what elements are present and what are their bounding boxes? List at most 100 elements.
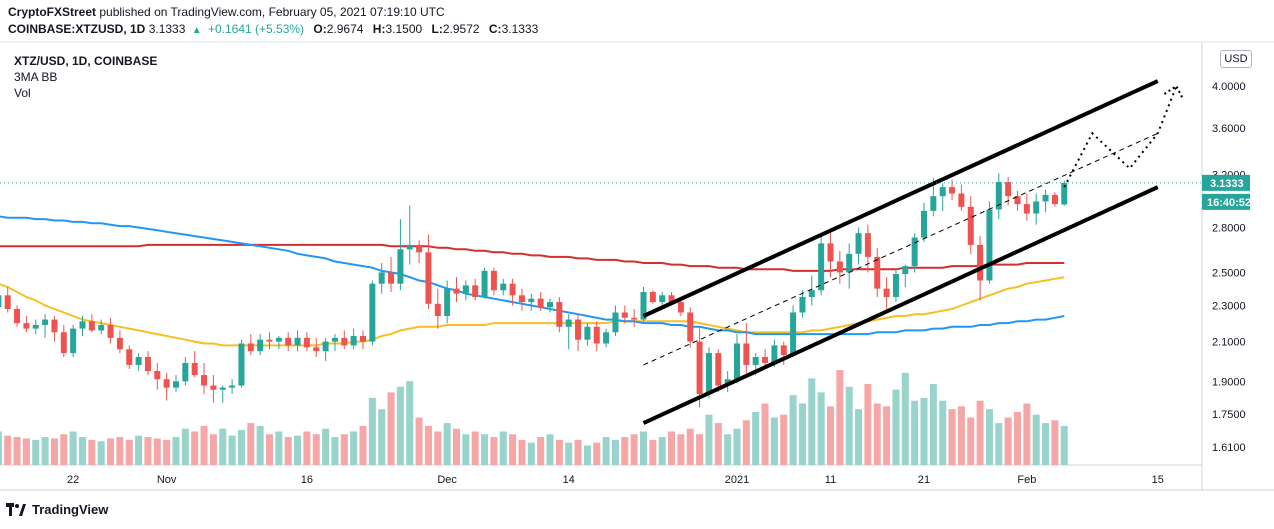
candle-body [32, 324, 39, 329]
volume-bar [957, 406, 965, 465]
candle-body [472, 285, 479, 297]
candle-body [790, 312, 797, 356]
candle-body [547, 302, 553, 308]
candle-body [649, 291, 656, 303]
candle-body [275, 337, 282, 342]
volume-bar [611, 439, 619, 465]
candle-body [313, 347, 320, 352]
y-tick-label: 2.3000 [1212, 301, 1246, 313]
candle-body [350, 335, 357, 346]
candle-body [631, 317, 638, 320]
candle-body [294, 337, 301, 346]
legend-volume[interactable]: Vol [14, 86, 31, 100]
y-tick-label: 1.9000 [1212, 376, 1246, 388]
candle-body [70, 328, 77, 354]
channel-lower-line [642, 185, 1159, 425]
tradingview-brand[interactable]: TradingView [6, 502, 108, 517]
candle-body [116, 337, 123, 350]
volume-bar [200, 425, 208, 465]
volume-bar [976, 400, 984, 465]
volume-bar [555, 439, 563, 465]
volume-bar [0, 431, 2, 465]
volume-bar [808, 378, 816, 465]
candle-body [958, 193, 965, 207]
candle-body [771, 345, 778, 363]
volume-bar [817, 392, 825, 465]
volume-bar [181, 428, 189, 465]
up-arrow-icon: ▲ [191, 25, 202, 36]
candle-body [388, 272, 395, 284]
candle-body [509, 283, 516, 296]
price-label-bg [1202, 174, 1250, 191]
x-tick-label: 11 [825, 474, 836, 486]
volume-bar [836, 370, 844, 465]
candle-body [51, 319, 58, 333]
volume-bar [60, 434, 68, 465]
volume-bar [714, 423, 722, 465]
candle-body [1061, 182, 1068, 205]
volume-bar [1023, 403, 1031, 465]
countdown-bg [1202, 193, 1250, 210]
volume-bar [770, 417, 778, 465]
candle-body [556, 302, 563, 327]
candle-body [780, 345, 787, 356]
volume-bar [537, 437, 545, 465]
candle-body [967, 206, 974, 245]
candle-body [0, 295, 2, 308]
candle-body [612, 312, 619, 333]
volume-bar [1042, 423, 1050, 465]
candle-body [855, 233, 862, 254]
y-tick-label: 1.7500 [1212, 409, 1246, 421]
candle-body [257, 339, 264, 352]
volume-bar [378, 409, 386, 465]
volume-bar [668, 431, 676, 465]
candle-body [818, 243, 825, 291]
volume-bar [481, 434, 489, 465]
volume-bar [396, 386, 404, 465]
volume-bar [284, 437, 292, 465]
candle-body [705, 353, 712, 395]
volume-bar [1060, 425, 1068, 465]
volume-bar [527, 442, 535, 465]
candle-body [986, 209, 993, 281]
volume-bar [1051, 420, 1059, 465]
author-name[interactable]: CryptoFXStreet [8, 5, 97, 19]
candle-body [874, 256, 881, 289]
candle-body [864, 233, 871, 257]
y-tick-label: 1.6100 [1212, 442, 1246, 454]
tradingview-logo-icon [6, 502, 26, 517]
candle-body [902, 266, 909, 275]
volume-bar [4, 435, 12, 465]
volume-bar [219, 428, 227, 465]
candle-body [247, 343, 254, 352]
currency-button[interactable]: USD [1220, 50, 1252, 68]
volume-bar [883, 406, 891, 465]
volume-bar [340, 434, 348, 465]
projection-path [1063, 85, 1178, 188]
y-tick-label: 2.8000 [1212, 222, 1246, 234]
candle-body [575, 319, 582, 340]
candle-body [154, 370, 161, 380]
x-tick-label: Nov [157, 474, 177, 486]
volume-bar [995, 423, 1003, 465]
low-value: 2.9572 [442, 22, 480, 36]
candle-body [453, 288, 460, 294]
candle-body [23, 323, 30, 329]
candle-body [79, 321, 86, 329]
ma-blue-line [0, 215, 1065, 336]
x-tick-label: 2021 [725, 474, 749, 486]
candle-body [846, 253, 853, 273]
candle-body [799, 296, 806, 313]
volume-bar [41, 437, 49, 465]
volume-bar [1004, 417, 1012, 465]
candle-body [537, 298, 544, 308]
volume-bar [256, 425, 264, 465]
candle-body [939, 187, 946, 197]
volume-bar [630, 434, 638, 465]
legend-indicator[interactable]: 3MA BB [14, 70, 58, 84]
volume-bar [509, 434, 517, 465]
volume-bar [640, 431, 647, 465]
low-label: L: [431, 22, 443, 36]
candle-body [182, 362, 189, 382]
